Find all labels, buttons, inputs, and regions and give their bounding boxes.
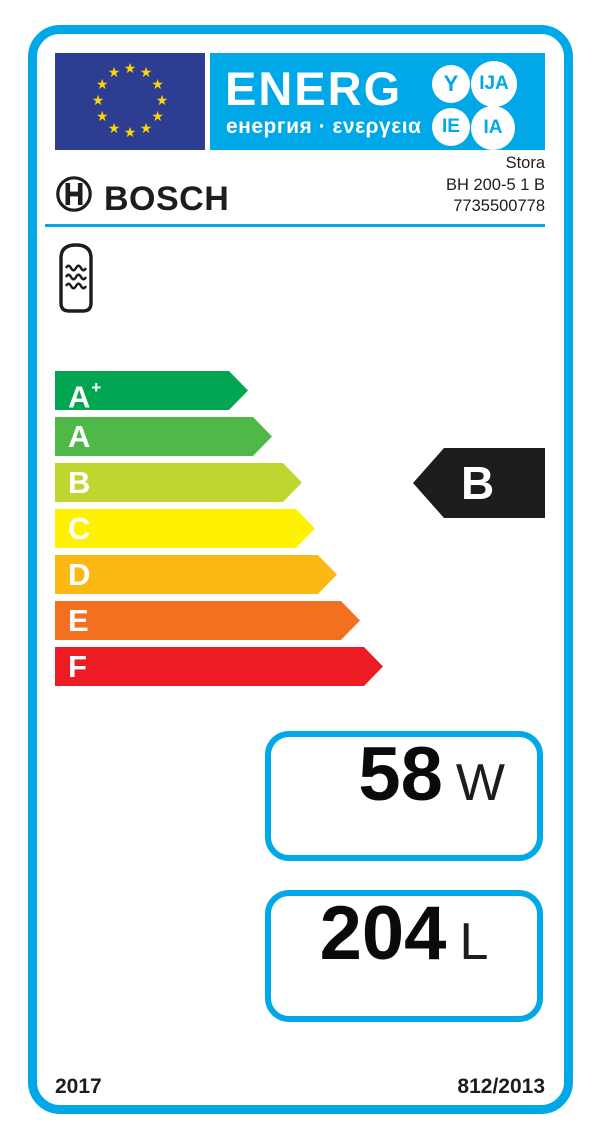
standing-loss-box: 58 W xyxy=(265,731,543,861)
eu-star-icon: ★ xyxy=(107,64,121,81)
energ-title: ENERG xyxy=(225,62,403,115)
brand-name: BOSCH xyxy=(104,180,230,218)
class-letter: C xyxy=(68,511,91,546)
class-arrow-e: E xyxy=(55,601,360,640)
bosch-logo-icon xyxy=(56,176,92,212)
class-arrow-a: A xyxy=(55,417,272,456)
eu-star-icon: ★ xyxy=(139,64,153,81)
class-letter: F xyxy=(68,649,87,684)
badge-energy-ija: IJA xyxy=(471,61,517,107)
eu-star-icon: ★ xyxy=(123,124,137,140)
selected-class-letter: B xyxy=(461,457,495,509)
label-year: 2017 xyxy=(55,1075,102,1098)
label-border xyxy=(28,25,573,1114)
class-letter: A+ xyxy=(68,378,102,415)
storage-volume-unit: L xyxy=(459,913,489,971)
energ-subtitle: енергия · ενεργεια xyxy=(226,115,422,138)
class-arrow-f: F xyxy=(55,647,383,686)
eu-star-icon: ★ xyxy=(107,119,121,136)
product-number: 7735500778 xyxy=(453,197,545,215)
product-info: Stora BH 200-5 1 B 7735500778 xyxy=(446,153,545,218)
product-series: Stora xyxy=(505,154,545,172)
standing-loss-unit: W xyxy=(455,754,505,812)
class-letter: D xyxy=(68,557,91,592)
eu-star-icon: ★ xyxy=(96,108,109,124)
eu-flag: ★ ★ ★ ★ ★ ★ ★ ★ ★ ★ ★ ★ xyxy=(55,53,205,150)
eu-star-icon: ★ xyxy=(151,76,164,92)
product-model: BH 200-5 1 B xyxy=(445,175,545,194)
eu-star-icon: ★ xyxy=(123,60,137,76)
class-arrow-b: B xyxy=(55,463,302,502)
class-arrow-d: D xyxy=(55,555,337,594)
eu-star-icon: ★ xyxy=(151,108,164,124)
badge-energy-ia: IA xyxy=(471,106,515,150)
class-scale: A+ A B C D E F xyxy=(55,371,383,693)
storage-tank-icon xyxy=(59,243,93,313)
eu-star-icon: ★ xyxy=(96,76,109,92)
eu-star-icon: ★ xyxy=(91,92,105,108)
selected-class-arrow: B xyxy=(413,448,545,518)
class-letter: E xyxy=(68,603,89,638)
regulation-number: 812/2013 xyxy=(457,1075,545,1098)
standing-loss-value: 58 xyxy=(358,732,443,817)
eu-star-icon: ★ xyxy=(139,119,153,136)
class-letter: B xyxy=(68,465,91,500)
storage-volume-box: 204 L xyxy=(265,890,543,1022)
class-letter: A xyxy=(68,419,91,454)
eu-star-icon: ★ xyxy=(155,92,169,108)
class-arrow-aplus: A+ xyxy=(55,371,248,410)
badge-energy-ie: IE xyxy=(432,108,470,146)
storage-volume-value: 204 xyxy=(319,891,447,976)
header-divider xyxy=(45,224,545,227)
badge-energy-y: Y xyxy=(432,65,470,103)
class-arrow-c: C xyxy=(55,509,315,548)
energ-header: ENERG енергия · ενεργεια Y IJA IE IA xyxy=(210,53,545,150)
